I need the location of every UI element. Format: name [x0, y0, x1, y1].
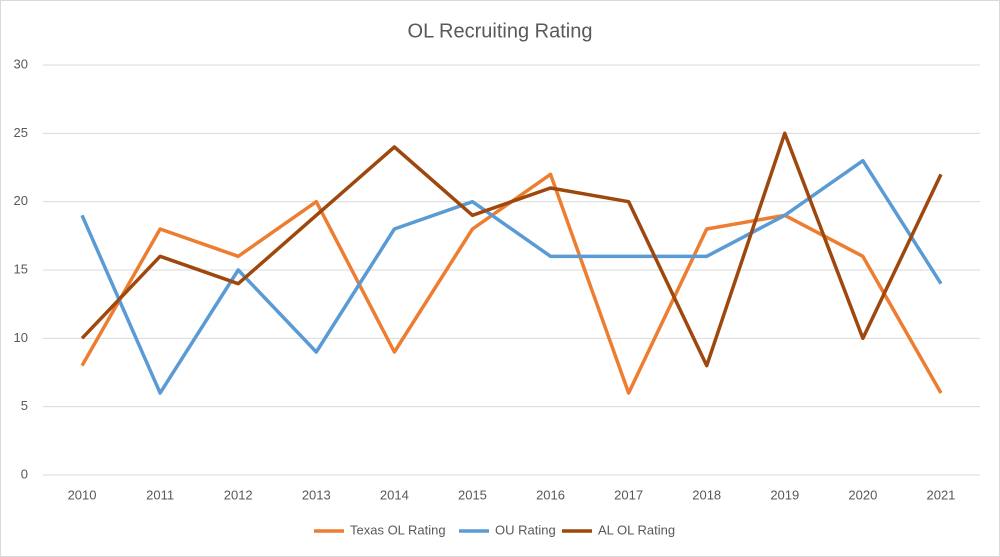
y-tick-label: 20 — [14, 193, 28, 208]
x-tick-label: 2019 — [770, 487, 799, 502]
x-tick-label: 2010 — [68, 487, 97, 502]
y-tick-label: 5 — [21, 398, 28, 413]
x-tick-label: 2021 — [926, 487, 955, 502]
x-tick-label: 2013 — [302, 487, 331, 502]
series-line — [80, 131, 943, 368]
x-tick-label: 2018 — [692, 487, 721, 502]
legend-label: AL OL Rating — [598, 522, 675, 537]
x-tick-label: 2020 — [848, 487, 877, 502]
x-tick-label: 2017 — [614, 487, 643, 502]
x-tick-label: 2015 — [458, 487, 487, 502]
legend-label: OU Rating — [495, 522, 556, 537]
x-tick-label: 2012 — [224, 487, 253, 502]
x-tick-label: 2016 — [536, 487, 565, 502]
x-tick-label: 2014 — [380, 487, 409, 502]
y-tick-label: 10 — [14, 330, 28, 345]
legend-label: Texas OL Rating — [350, 522, 446, 537]
y-tick-label: 30 — [14, 56, 28, 71]
y-tick-label: 0 — [21, 466, 28, 481]
y-tick-label: 15 — [14, 261, 28, 276]
series-line — [80, 158, 943, 395]
chart-title: OL Recruiting Rating — [408, 20, 593, 42]
x-tick-label: 2011 — [146, 487, 174, 502]
y-tick-label: 25 — [14, 125, 28, 140]
